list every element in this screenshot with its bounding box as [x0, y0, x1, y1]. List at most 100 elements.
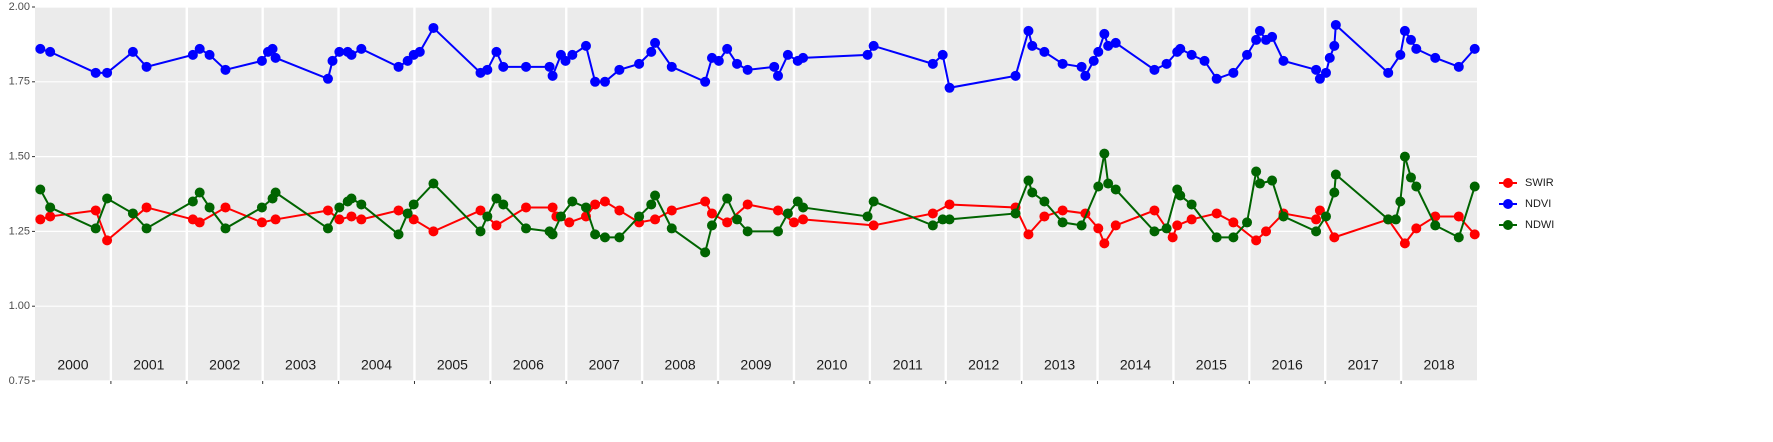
point — [862, 211, 873, 222]
point — [1267, 175, 1278, 186]
point — [1399, 25, 1410, 36]
point — [408, 199, 419, 210]
year-label: 2015 — [1196, 357, 1227, 373]
point — [1161, 223, 1172, 234]
point — [482, 64, 493, 75]
point — [428, 226, 439, 237]
year-label: 2017 — [1348, 357, 1379, 373]
point — [614, 232, 625, 243]
point — [1211, 73, 1222, 84]
point — [1405, 34, 1416, 45]
year-label: 2009 — [740, 357, 771, 373]
point — [356, 214, 367, 225]
point — [498, 199, 509, 210]
point — [580, 202, 591, 213]
year-label: 2014 — [1120, 357, 1151, 373]
point — [1251, 235, 1262, 246]
point — [1430, 52, 1441, 63]
point — [393, 229, 404, 240]
point — [1390, 214, 1401, 225]
point — [1023, 175, 1034, 186]
point — [334, 202, 345, 213]
point — [194, 217, 205, 228]
point — [521, 223, 532, 234]
point — [782, 49, 793, 60]
legend-label: NDWI — [1525, 219, 1554, 231]
point — [1330, 169, 1341, 180]
year-label: 2005 — [437, 357, 468, 373]
point — [127, 46, 138, 57]
point — [220, 64, 231, 75]
point — [1228, 232, 1239, 243]
point — [1027, 187, 1038, 198]
year-label: 2013 — [1044, 357, 1075, 373]
point — [700, 196, 711, 207]
point — [102, 67, 113, 78]
year-label: 2012 — [968, 357, 999, 373]
point — [1057, 205, 1068, 216]
point — [322, 73, 333, 84]
point — [1242, 49, 1253, 60]
y-tick-label: 2.00 — [9, 1, 30, 13]
point — [322, 205, 333, 216]
point — [1453, 61, 1464, 72]
point — [1103, 178, 1114, 189]
point — [270, 214, 281, 225]
point — [1010, 70, 1021, 81]
point — [567, 49, 578, 60]
point — [491, 193, 502, 204]
point — [560, 55, 571, 66]
point — [1469, 229, 1480, 240]
point — [1057, 58, 1068, 69]
point — [45, 46, 56, 57]
point — [356, 199, 367, 210]
point — [346, 193, 357, 204]
year-label: 2000 — [57, 357, 88, 373]
point — [1329, 187, 1340, 198]
point — [646, 46, 657, 57]
point — [1211, 208, 1222, 219]
point — [722, 217, 733, 228]
point — [868, 220, 879, 231]
point — [1093, 223, 1104, 234]
point — [1186, 214, 1197, 225]
point — [1228, 67, 1239, 78]
point — [706, 220, 717, 231]
point — [1010, 208, 1021, 219]
point — [220, 223, 231, 234]
point — [491, 220, 502, 231]
point — [491, 46, 502, 57]
point — [256, 217, 267, 228]
point — [773, 226, 784, 237]
point — [927, 220, 938, 231]
point — [742, 199, 753, 210]
point — [547, 229, 558, 240]
point — [1469, 181, 1480, 192]
legend-label: SWIR — [1525, 177, 1554, 189]
point — [1149, 64, 1160, 75]
point — [141, 61, 152, 72]
point — [1453, 232, 1464, 243]
point — [868, 40, 879, 51]
point — [927, 208, 938, 219]
point — [599, 232, 610, 243]
point — [555, 211, 566, 222]
point — [1110, 184, 1121, 195]
point — [1172, 220, 1183, 231]
point — [1324, 52, 1335, 63]
point — [414, 46, 425, 57]
point — [1175, 190, 1186, 201]
point — [356, 43, 367, 54]
point — [1057, 217, 1068, 228]
point — [590, 229, 601, 240]
point — [187, 196, 198, 207]
point — [270, 52, 281, 63]
point — [614, 64, 625, 75]
point — [650, 214, 661, 225]
point — [267, 43, 278, 54]
point — [650, 37, 661, 48]
point — [666, 205, 677, 216]
point — [1088, 55, 1099, 66]
point — [1099, 148, 1110, 159]
point — [1093, 46, 1104, 57]
